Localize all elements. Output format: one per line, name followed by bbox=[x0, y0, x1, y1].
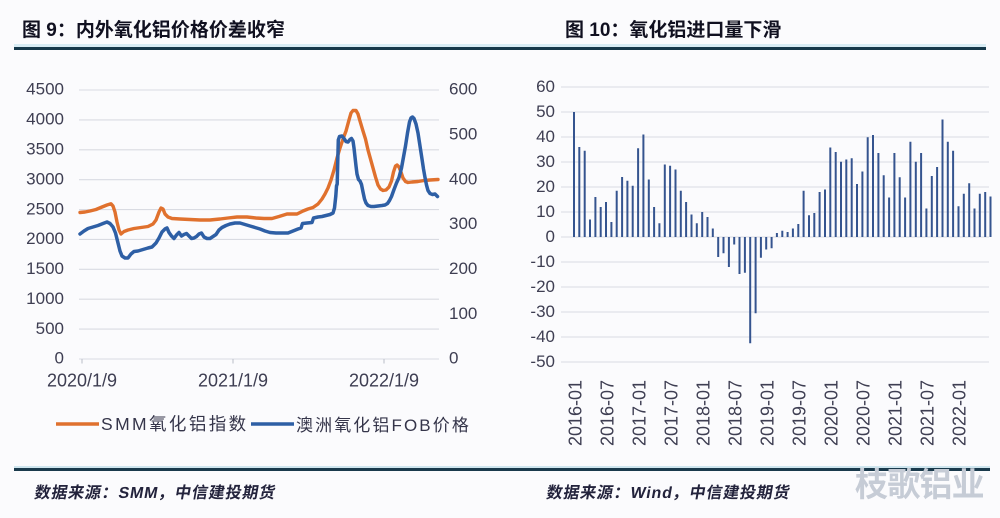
svg-text:300: 300 bbox=[449, 214, 477, 233]
svg-text:2020/1/9: 2020/1/9 bbox=[47, 371, 117, 391]
svg-text:2017-01: 2017-01 bbox=[629, 380, 649, 446]
svg-text:2020-01: 2020-01 bbox=[821, 380, 841, 446]
svg-text:500: 500 bbox=[449, 125, 477, 144]
svg-text:2020-07: 2020-07 bbox=[853, 380, 873, 446]
svg-text:2018-07: 2018-07 bbox=[725, 380, 745, 446]
svg-text:0: 0 bbox=[449, 349, 458, 368]
svg-text:0: 0 bbox=[546, 227, 555, 246]
svg-text:3500: 3500 bbox=[26, 140, 64, 159]
svg-text:2019-07: 2019-07 bbox=[789, 380, 809, 446]
svg-text:50: 50 bbox=[536, 102, 555, 121]
svg-text:-30: -30 bbox=[530, 302, 555, 321]
svg-text:400: 400 bbox=[449, 169, 477, 188]
svg-text:2016-07: 2016-07 bbox=[597, 380, 617, 446]
svg-text:4500: 4500 bbox=[26, 80, 64, 99]
svg-text:-50: -50 bbox=[530, 352, 555, 371]
svg-text:2018-01: 2018-01 bbox=[693, 380, 713, 446]
svg-text:0: 0 bbox=[55, 349, 64, 368]
svg-text:2016-01: 2016-01 bbox=[565, 380, 585, 446]
svg-text:1000: 1000 bbox=[26, 289, 64, 308]
svg-text:60: 60 bbox=[536, 77, 555, 96]
svg-text:2500: 2500 bbox=[26, 199, 64, 218]
svg-text:2021-01: 2021-01 bbox=[885, 380, 905, 446]
svg-text:500: 500 bbox=[36, 319, 64, 338]
svg-text:2017-07: 2017-07 bbox=[661, 380, 681, 446]
svg-text:100: 100 bbox=[449, 304, 477, 323]
svg-text:3000: 3000 bbox=[26, 169, 64, 188]
svg-text:40: 40 bbox=[536, 127, 555, 146]
svg-text:4000: 4000 bbox=[26, 110, 64, 129]
svg-text:2019-01: 2019-01 bbox=[757, 380, 777, 446]
svg-text:-20: -20 bbox=[530, 277, 555, 296]
svg-text:2021/1/9: 2021/1/9 bbox=[198, 371, 268, 391]
svg-text:30: 30 bbox=[536, 152, 555, 171]
svg-text:-10: -10 bbox=[530, 252, 555, 271]
svg-text:2022-01: 2022-01 bbox=[949, 380, 969, 446]
svg-text:200: 200 bbox=[449, 259, 477, 278]
svg-text:10: 10 bbox=[536, 202, 555, 221]
svg-text:2021-07: 2021-07 bbox=[917, 380, 937, 446]
svg-text:1500: 1500 bbox=[26, 259, 64, 278]
svg-text:2022/1/9: 2022/1/9 bbox=[349, 371, 419, 391]
svg-text:-40: -40 bbox=[530, 327, 555, 346]
svg-text:2000: 2000 bbox=[26, 229, 64, 248]
svg-text:20: 20 bbox=[536, 177, 555, 196]
svg-text:600: 600 bbox=[449, 80, 477, 99]
